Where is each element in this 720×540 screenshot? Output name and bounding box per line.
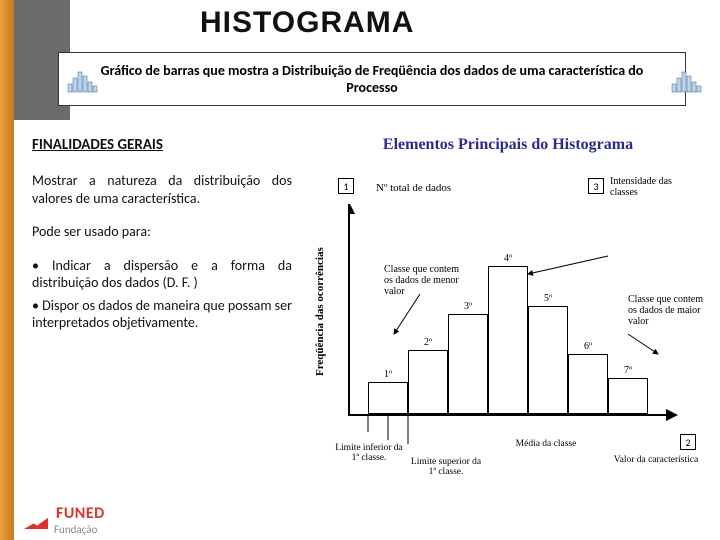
x-axis [348, 414, 668, 416]
left-column: FINALIDADES GERAIS Mostrar a natureza da… [32, 136, 292, 337]
finalidades-heading: FINALIDADES GERAIS [32, 136, 292, 154]
callout-1: 1 [338, 178, 354, 194]
callout-3: 3 [588, 178, 604, 194]
left-p1: Mostrar a natureza da distribuição dos v… [32, 172, 292, 207]
valor-label: Valor da característica [608, 456, 704, 466]
bullet-1: • Indicar a dispersão e a forma da distr… [32, 257, 292, 291]
bar-label-4: 4º [489, 253, 527, 264]
bar-label-3: 3º [449, 301, 487, 312]
bar-4: 4º [488, 266, 528, 414]
bar-3: 3º [448, 314, 488, 414]
bar-5: 5º [528, 306, 568, 414]
classe-menor-label: Classe que contem os dados de menor valo… [384, 264, 466, 297]
bar-label-2: 2º [409, 337, 447, 348]
bar-label-1: 1º [369, 369, 407, 380]
left-p2: Pode ser usado para: [32, 223, 292, 241]
logo-brand: FUNED [56, 504, 105, 523]
intensidade-label: Intensidade das classes [610, 176, 680, 198]
page-title: HISTOGRAMA [200, 6, 414, 40]
bar-label-6: 6º [569, 341, 607, 352]
bar-6: 6º [568, 354, 608, 414]
logo-mark-icon [24, 509, 50, 531]
subtitle-box: Gráfico de barras que mostra a Distribui… [58, 52, 686, 106]
mini-icon-right [670, 66, 704, 94]
y-axis-label: Freqüência das ocorrências [314, 247, 326, 376]
media-label: Média da classe [506, 440, 586, 450]
bullet-2: • Dispor os dados de maneira que possam … [32, 297, 292, 331]
bar-7: 7º [608, 378, 648, 414]
bar-label-5: 5º [529, 293, 567, 304]
logo-sub: Fundação [54, 523, 105, 536]
right-column: Elementos Principais do Histograma Freqü… [308, 136, 708, 496]
diagram: Freqüência das ocorrências 1 Nº total de… [308, 176, 708, 496]
bar-1: 1º [368, 382, 408, 414]
bar-label-7: 7º [609, 365, 647, 376]
classe-maior-label: Classe que contem os dados de maior valo… [628, 294, 706, 327]
mini-icon-left [66, 66, 100, 94]
accent-bar [0, 0, 14, 540]
callout-2: 2 [680, 434, 696, 450]
lim-sup-label: Limite superior da 1ª classe. [408, 458, 484, 478]
subtitle-text: Gráfico de barras que mostra a Distribui… [87, 62, 657, 96]
right-title: Elementos Principais do Histograma [308, 136, 708, 154]
ntotal-label: Nº total de dados [376, 182, 451, 194]
lim-inf-label: Limite inferior da 1ª classe. [334, 444, 404, 464]
y-axis [348, 204, 350, 414]
logo: FUNED Fundação [24, 504, 105, 536]
bar-2: 2º [408, 350, 448, 414]
